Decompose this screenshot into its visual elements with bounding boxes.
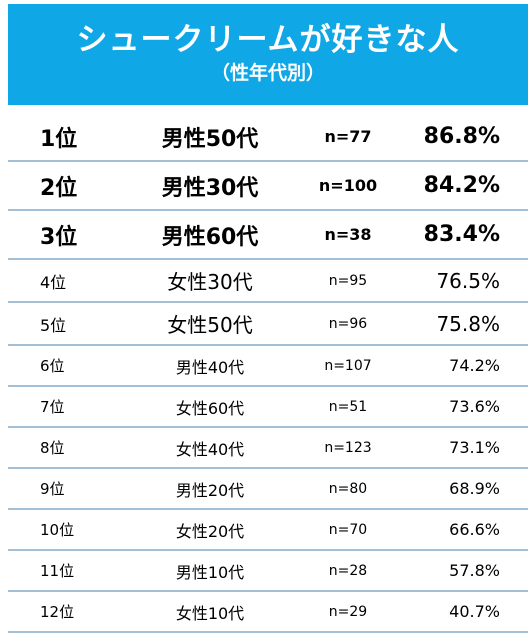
sample-size-cell: n=38 xyxy=(324,225,372,244)
group-cell: 男性30代 xyxy=(161,175,259,201)
table-row: 1位 男性50代 n=77 86.8% xyxy=(8,113,528,162)
sample-size-cell: n=29 xyxy=(328,603,368,620)
chart-subtitle: （性年代別） xyxy=(210,62,325,84)
group-cell: 男性20代 xyxy=(175,480,245,500)
ranking-table: 1位 男性50代 n=77 86.8% 2位 男性30代 n=100 84.2% 3位 男性60代… xyxy=(8,113,528,633)
percentage-cell: 84.2% xyxy=(423,173,500,198)
percentage-cell: 68.9% xyxy=(449,479,500,498)
group-cell: 女性50代 xyxy=(167,313,253,337)
percentage-cell: 57.8% xyxy=(449,561,500,580)
group-cell: 女性60代 xyxy=(175,398,245,418)
table-row: 3位 男性60代 n=38 83.4% xyxy=(8,211,528,260)
rank-cell: 11位 xyxy=(40,562,75,580)
rank-cell: 9位 xyxy=(40,480,65,498)
group-cell: 女性40代 xyxy=(175,439,245,459)
table-row: 6位 男性40代 n=107 74.2% xyxy=(8,346,528,387)
rank-cell: 10位 xyxy=(40,521,75,539)
sample-size-cell: n=95 xyxy=(328,272,368,289)
rank-cell: 12位 xyxy=(40,603,75,621)
group-cell: 女性10代 xyxy=(175,603,245,623)
percentage-cell: 73.6% xyxy=(449,397,500,416)
group-cell: 女性30代 xyxy=(167,270,253,294)
percentage-cell: 73.1% xyxy=(449,438,500,457)
percentage-cell: 86.8% xyxy=(423,124,500,149)
ranking-chart: シュークリームが好きな人 （性年代別） 1位 男性50代 n=77 86.8% 2位 男性… xyxy=(8,4,528,633)
sample-size-cell: n=28 xyxy=(328,562,368,579)
rank-cell: 7位 xyxy=(40,398,65,416)
group-cell: 女性20代 xyxy=(175,521,245,541)
percentage-cell: 75.8% xyxy=(436,311,500,336)
sample-size-cell: n=123 xyxy=(324,439,372,456)
rank-cell: 1位 xyxy=(40,126,78,152)
sample-size-cell: n=70 xyxy=(328,521,368,538)
table-row: 9位 男性20代 n=80 68.9% xyxy=(8,469,528,510)
percentage-cell: 40.7% xyxy=(449,602,500,621)
table-row: 2位 男性30代 n=100 84.2% xyxy=(8,162,528,211)
group-cell: 男性60代 xyxy=(161,224,259,250)
rank-cell: 5位 xyxy=(40,315,67,335)
sample-size-cell: n=51 xyxy=(328,398,368,415)
table-row: 12位 女性10代 n=29 40.7% xyxy=(8,592,528,633)
group-cell: 男性10代 xyxy=(175,562,245,582)
chart-title: シュークリームが好きな人 xyxy=(76,22,460,58)
table-row: 10位 女性20代 n=70 66.6% xyxy=(8,510,528,551)
percentage-cell: 66.6% xyxy=(449,520,500,539)
rank-cell: 8位 xyxy=(40,439,65,457)
sample-size-cell: n=77 xyxy=(324,127,372,146)
group-cell: 男性50代 xyxy=(161,126,259,152)
table-row: 7位 女性60代 n=51 73.6% xyxy=(8,387,528,428)
sample-size-cell: n=80 xyxy=(328,480,368,497)
header-banner: シュークリームが好きな人 （性年代別） xyxy=(8,4,528,105)
rank-cell: 2位 xyxy=(40,175,78,201)
percentage-cell: 76.5% xyxy=(436,268,500,293)
percentage-cell: 83.4% xyxy=(423,222,500,247)
group-cell: 男性40代 xyxy=(175,357,245,377)
percentage-cell: 74.2% xyxy=(449,356,500,375)
table-row: 5位 女性50代 n=96 75.8% xyxy=(8,303,528,346)
sample-size-cell: n=100 xyxy=(318,176,378,195)
table-row: 8位 女性40代 n=123 73.1% xyxy=(8,428,528,469)
sample-size-cell: n=96 xyxy=(328,315,368,332)
sample-size-cell: n=107 xyxy=(324,357,372,374)
rank-cell: 4位 xyxy=(40,272,67,292)
rank-cell: 3位 xyxy=(40,224,78,250)
table-row: 11位 男性10代 n=28 57.8% xyxy=(8,551,528,592)
rank-cell: 6位 xyxy=(40,357,65,375)
table-row: 4位 女性30代 n=95 76.5% xyxy=(8,260,528,303)
